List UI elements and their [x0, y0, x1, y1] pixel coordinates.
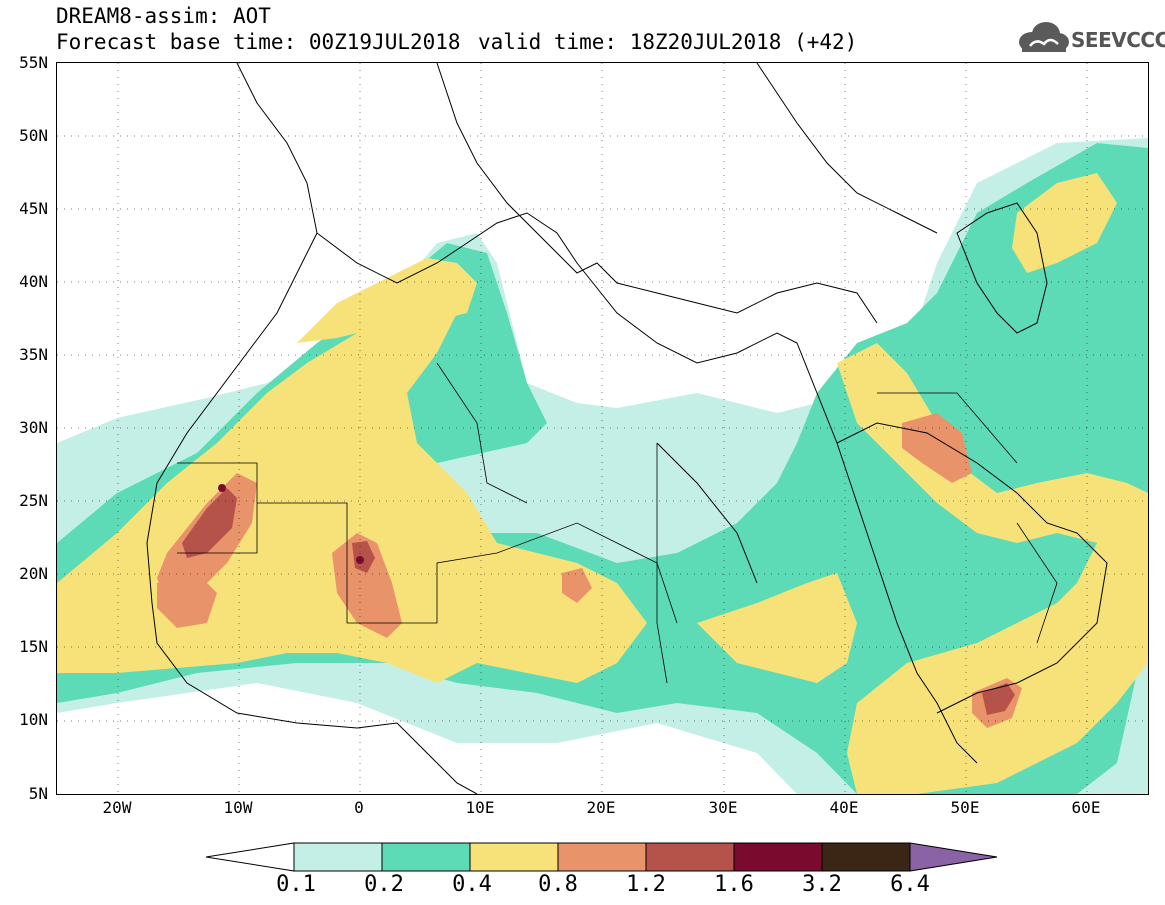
title-line: DREAM8-assim: AOT — [56, 4, 271, 28]
colorbar-label-0.1: 0.1 — [276, 872, 316, 897]
lon-label-40e: 40E — [829, 798, 859, 817]
lon-label-0: 0 — [354, 798, 364, 817]
lat-label-50n: 50N — [19, 126, 48, 145]
logo-text: SEEVCCC — [1071, 28, 1165, 52]
seevccc-logo: SEEVCCC — [1016, 20, 1165, 60]
lon-label-20w: 20W — [102, 798, 132, 817]
aot-band-0.8-iraq — [902, 413, 972, 483]
valid-time-label: valid time: 18Z20JUL2018 (+42) — [478, 30, 858, 54]
graticule — [57, 63, 1148, 794]
lon-label-10w: 10W — [223, 798, 253, 817]
colorbar-swatch-5 — [733, 842, 823, 872]
lat-label-45n: 45N — [19, 199, 48, 218]
lat-label-10n: 10N — [19, 710, 48, 729]
lon-label-10e: 10E — [465, 798, 495, 817]
colorbar-label-3.2: 3.2 — [802, 872, 842, 897]
lon-label-30e: 30E — [708, 798, 738, 817]
colorbar-label-0.8: 0.8 — [538, 872, 578, 897]
colorbar-label-1.2: 1.2 — [626, 872, 666, 897]
colorbar-label-1.6: 1.6 — [714, 872, 754, 897]
aot-field — [57, 63, 1148, 794]
colorbar-label-0.4: 0.4 — [452, 872, 492, 897]
base-time-label: Forecast base time: 00Z19JUL2018 — [56, 30, 461, 54]
aot-band-0.4-north — [297, 258, 477, 343]
lat-label-15n: 15N — [19, 637, 48, 656]
colorbar-swatch-0 — [293, 842, 383, 872]
colorbar-over — [909, 842, 998, 872]
lat-label-40n: 40N — [19, 272, 48, 291]
aot-band-1.6-mauritania — [218, 484, 226, 492]
colorbar-swatch-1 — [381, 842, 471, 872]
aot-band-1.2-yemen — [982, 683, 1015, 715]
colorbar-swatch-3 — [557, 842, 647, 872]
colorbar-under — [206, 842, 295, 872]
colorbar-label-0.2: 0.2 — [364, 872, 404, 897]
lat-label-55n: 55N — [19, 53, 48, 72]
colorbar-swatch-2 — [469, 842, 559, 872]
coastlines — [146, 63, 1108, 794]
lat-label-20n: 20N — [19, 564, 48, 583]
colorbar-label-6.4: 6.4 — [890, 872, 930, 897]
borders — [177, 362, 1058, 684]
colorbar-swatch-4 — [645, 842, 735, 872]
lon-label-20e: 20E — [586, 798, 616, 817]
lat-label-30n: 30N — [19, 418, 48, 437]
aot-band-0.8-senegal — [157, 573, 217, 628]
aot-band-1.2-mali — [352, 541, 375, 573]
aot-band-0.4-caspian — [1012, 173, 1117, 273]
aot-band-0.8-mali — [332, 533, 402, 638]
lon-label-60e: 60E — [1071, 798, 1101, 817]
lat-label-35n: 35N — [19, 345, 48, 364]
colorbar-swatch-6 — [821, 842, 911, 872]
aot-map — [56, 62, 1149, 795]
lat-label-5n: 5N — [28, 784, 48, 803]
cloud-icon — [1019, 22, 1069, 52]
aot-band-0.8-chad — [562, 568, 592, 603]
lat-label-25n: 25N — [19, 491, 48, 510]
aot-band-0.4-east-africa — [697, 573, 857, 683]
colorbar — [206, 842, 998, 872]
lon-label-50e: 50E — [950, 798, 980, 817]
aot-band-1.2-mauritania — [182, 488, 237, 558]
